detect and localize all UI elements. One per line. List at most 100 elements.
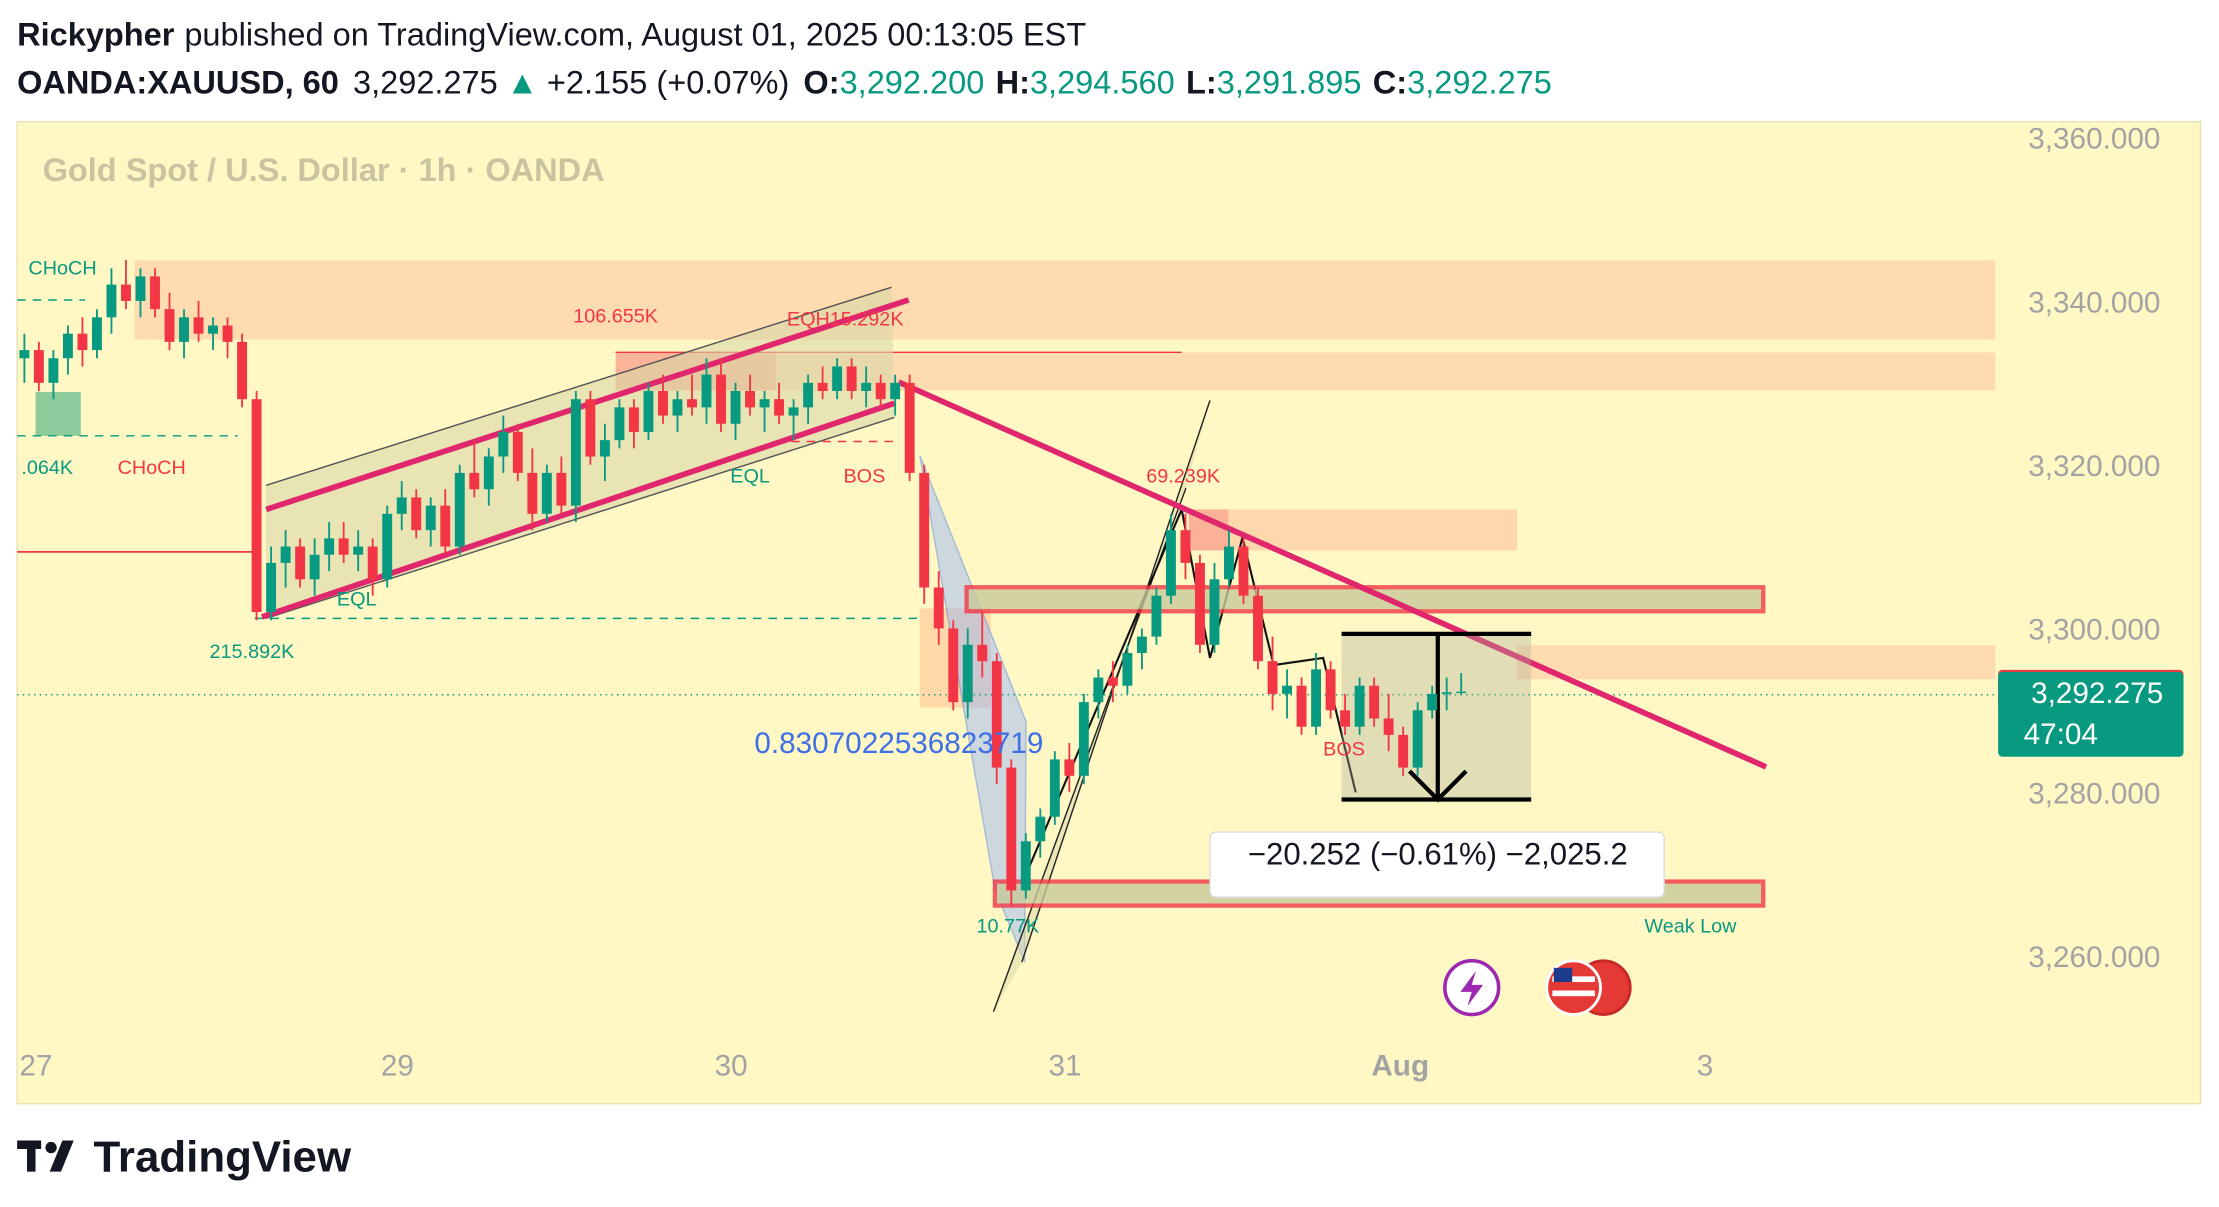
brand: TradingView: [94, 1133, 352, 1182]
candle-body: [48, 358, 59, 383]
candle-body: [411, 497, 422, 531]
candle-body: [222, 325, 233, 342]
annotation: 10.77K: [976, 915, 1039, 937]
candle-body: [62, 333, 73, 359]
zone: [1517, 645, 1996, 680]
candle-body: [556, 472, 567, 506]
candle-body: [1049, 759, 1060, 817]
logo-mark: [27, 1140, 36, 1172]
candle-body: [1035, 816, 1046, 842]
candle-body: [1296, 685, 1307, 727]
candle-body: [338, 538, 349, 555]
candle-body: [135, 276, 146, 301]
candle-body: [208, 325, 218, 334]
annotation: CHoCH: [118, 457, 186, 479]
x-tick-label: Aug: [1371, 1049, 1429, 1082]
candle-body: [1340, 710, 1351, 727]
annotation: 69.239K: [1146, 466, 1220, 488]
y-tick-label: 3,320.000: [2028, 450, 2160, 483]
countdown: 47:04: [2024, 718, 2098, 751]
annotation: BOS: [843, 466, 885, 488]
candle-body: [1122, 652, 1133, 686]
chart-title: Gold Spot / U.S. Dollar · 1h · OANDA: [43, 152, 605, 188]
candle-body: [904, 382, 915, 473]
published: published on TradingView.com, August 01,…: [184, 16, 1086, 52]
candle-body: [1064, 759, 1075, 776]
candle-body: [1020, 841, 1031, 891]
l-label: L:: [1186, 64, 1217, 100]
candle-body: [875, 382, 886, 400]
candle-body: [599, 440, 610, 457]
candle-body: [396, 497, 407, 514]
candle-body: [991, 661, 1002, 768]
measure-box: [1209, 831, 1665, 898]
y-tick-label: 3,280.000: [2028, 777, 2160, 810]
drawings: [17, 260, 1996, 1017]
channel-line: [261, 400, 896, 620]
y-tick-label: 3,300.000: [2028, 614, 2160, 647]
x-tick-label: 29: [381, 1049, 414, 1082]
annotation: .064K: [21, 457, 73, 479]
candle-body: [1253, 595, 1263, 662]
candle-body: [179, 317, 189, 342]
candle-body: [933, 587, 944, 629]
last: 3,292.275: [353, 64, 498, 100]
candle-body: [701, 374, 712, 408]
candle-body: [1136, 636, 1147, 653]
candle-body: [658, 391, 668, 416]
candle-body: [1456, 691, 1467, 694]
candle-body: [33, 350, 44, 383]
logo: [17, 1140, 74, 1172]
annotation: EQL: [730, 466, 770, 488]
annotation: CHoCH: [28, 258, 96, 280]
annotation: 0.8307022536823719: [754, 727, 1043, 760]
candle-body: [759, 399, 770, 408]
candle-body: [1311, 669, 1322, 727]
candle-body: [643, 391, 654, 432]
event-icon: [1460, 970, 1484, 1007]
candle-body: [440, 505, 451, 547]
candle-body: [1267, 661, 1278, 694]
candle-body: [832, 366, 843, 392]
candle-body: [1412, 710, 1423, 768]
candle-body: [861, 382, 872, 392]
measure-label: −20.252 (−0.61%) −2,025.2: [1248, 837, 1628, 872]
candle-body: [628, 407, 639, 432]
candle-body: [1398, 734, 1409, 768]
candle-body: [1238, 546, 1249, 596]
l: 3,291.895: [1217, 64, 1362, 100]
candle-body: [687, 399, 697, 408]
candle-body: [1209, 579, 1220, 645]
candle-body: [788, 407, 799, 416]
candle-body: [150, 276, 160, 310]
candle-body: [324, 538, 335, 555]
author: Rickypher: [17, 16, 175, 52]
c: 3,292.275: [1407, 64, 1552, 100]
h: 3,294.560: [1030, 64, 1175, 100]
price-label-box: [1998, 671, 2184, 757]
candle-body: [890, 382, 901, 400]
h-label: H:: [996, 64, 1030, 100]
candle-body: [614, 407, 625, 441]
x-tick-label: 31: [1048, 1049, 1081, 1082]
annotation: 106.655K: [573, 306, 658, 328]
candle-body: [672, 399, 683, 416]
projection-arrow: [1407, 769, 1468, 803]
o-label: O:: [803, 64, 839, 100]
candle-body: [251, 399, 262, 613]
candle-body: [948, 628, 959, 703]
candle-body: [498, 431, 509, 457]
candle-body: [745, 391, 755, 408]
candle-body: [367, 546, 378, 580]
candle-body: [483, 456, 494, 490]
candle-body: [469, 472, 480, 490]
change: +2.155 (+0.07%): [547, 64, 789, 100]
candle-body: [716, 374, 726, 424]
annotation: EQH15.292K: [787, 308, 904, 330]
candle-body: [774, 399, 785, 416]
header-line2: OANDA:XAUUSD, 60 3,292.275 ▲ +2.155 (+0.07%…: [17, 64, 1552, 100]
candle-body: [977, 644, 988, 662]
candle-body: [1107, 677, 1118, 686]
candle-body: [803, 382, 814, 408]
